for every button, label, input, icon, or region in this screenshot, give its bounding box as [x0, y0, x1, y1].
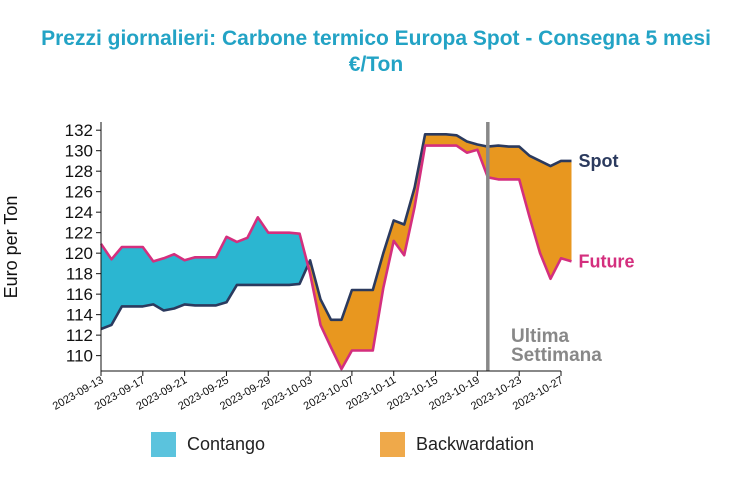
y-axis-label: Euro per Ton — [1, 196, 21, 299]
y-tick-label-114: 114 — [66, 306, 93, 325]
chart-title-line2: €/Ton — [348, 53, 404, 76]
vline-label-line2: Settimana — [511, 345, 602, 366]
legend-contango-label: Contango — [187, 434, 266, 454]
legend-contango: Contango — [151, 432, 265, 457]
legend-contango-swatch — [151, 432, 176, 457]
legend-backwardation-swatch — [380, 432, 405, 457]
series-label-spot: Spot — [578, 151, 618, 171]
chart-title-line1: Prezzi giornalieri: Carbone termico Euro… — [41, 27, 711, 50]
vline-label-line1: Ultima — [511, 326, 570, 347]
series-label-future: Future — [578, 251, 634, 271]
y-tick-label-120: 120 — [65, 244, 93, 263]
legend-backwardation-label: Backwardation — [416, 434, 535, 454]
series-line-spot — [100, 133, 572, 331]
y-tick-label-112: 112 — [66, 326, 93, 345]
chart-title: Prezzi giornalieri: Carbone termico Euro… — [0, 26, 752, 78]
y-tick-label-110: 110 — [66, 347, 93, 366]
contango-region-0 — [101, 217, 308, 329]
y-tick-label-122: 122 — [65, 224, 93, 243]
y-tick-label-132: 132 — [65, 121, 93, 140]
y-tick-label-118: 118 — [66, 265, 93, 284]
backwardation-region-1 — [307, 134, 572, 369]
y-tick-label-116: 116 — [66, 285, 93, 304]
y-tick-label-130: 130 — [65, 142, 93, 161]
y-tick-label-126: 126 — [65, 183, 93, 202]
legend-backwardation: Backwardation — [380, 432, 534, 457]
y-tick-label-128: 128 — [65, 162, 93, 181]
series-line-future — [99, 144, 572, 371]
y-tick-label-124: 124 — [65, 203, 93, 222]
fill-regions — [101, 134, 572, 369]
